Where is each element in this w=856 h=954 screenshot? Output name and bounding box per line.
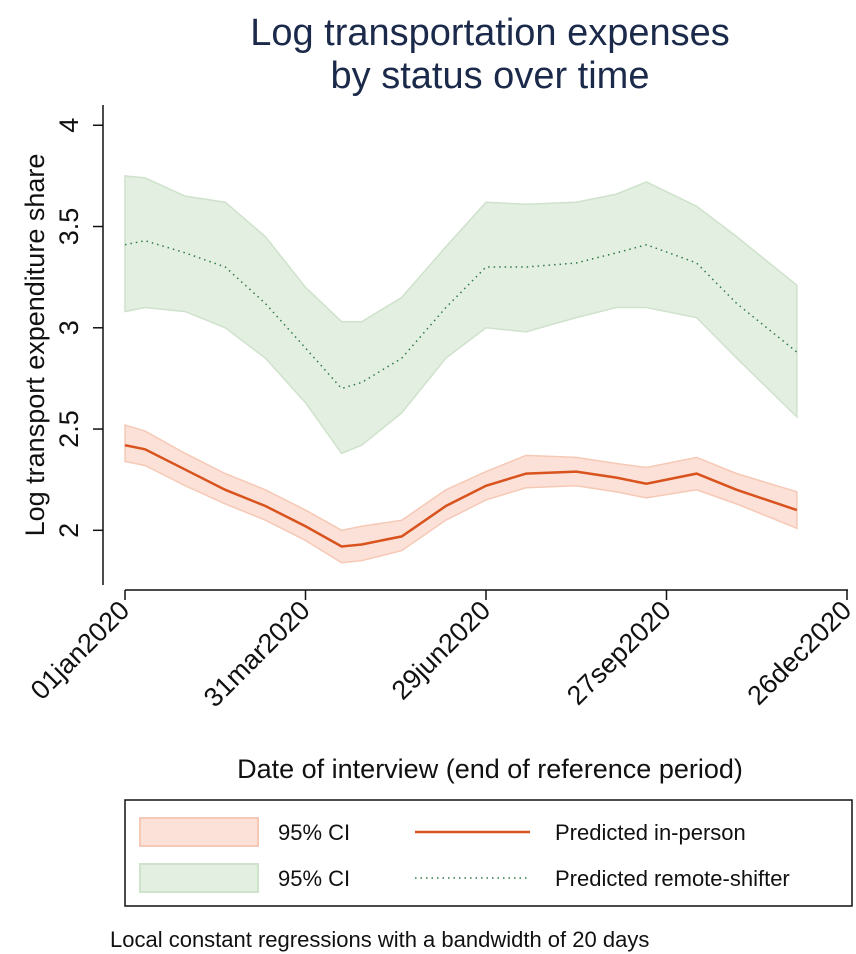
y-tick-label: 3.5 (54, 208, 84, 246)
chart-title: Log transportation expenses (250, 12, 730, 54)
y-tick-label: 2.5 (54, 410, 84, 448)
ci-band (124, 175, 798, 455)
series-line (124, 239, 798, 390)
legend-label: Predicted remote-shifter (555, 866, 790, 891)
legend-label: Predicted in-person (555, 820, 746, 845)
series-line (124, 444, 798, 548)
legend-label: 95% CI (278, 866, 350, 891)
note: Local constant regressions with a bandwi… (110, 927, 649, 952)
legend-swatch (139, 817, 259, 847)
legend-box (124, 799, 853, 907)
y-tick-label: 2 (54, 523, 84, 538)
legend-label: 95% CI (278, 820, 350, 845)
y-axis-label: Log transport expenditure share (20, 154, 50, 537)
ci-band (124, 423, 798, 564)
legend-swatch (139, 863, 259, 893)
chart-title: by status over time (331, 55, 650, 97)
y-tick-label: 4 (54, 118, 84, 133)
x-axis-label: Date of interview (end of reference peri… (237, 754, 743, 784)
y-tick-label: 3 (54, 320, 84, 335)
